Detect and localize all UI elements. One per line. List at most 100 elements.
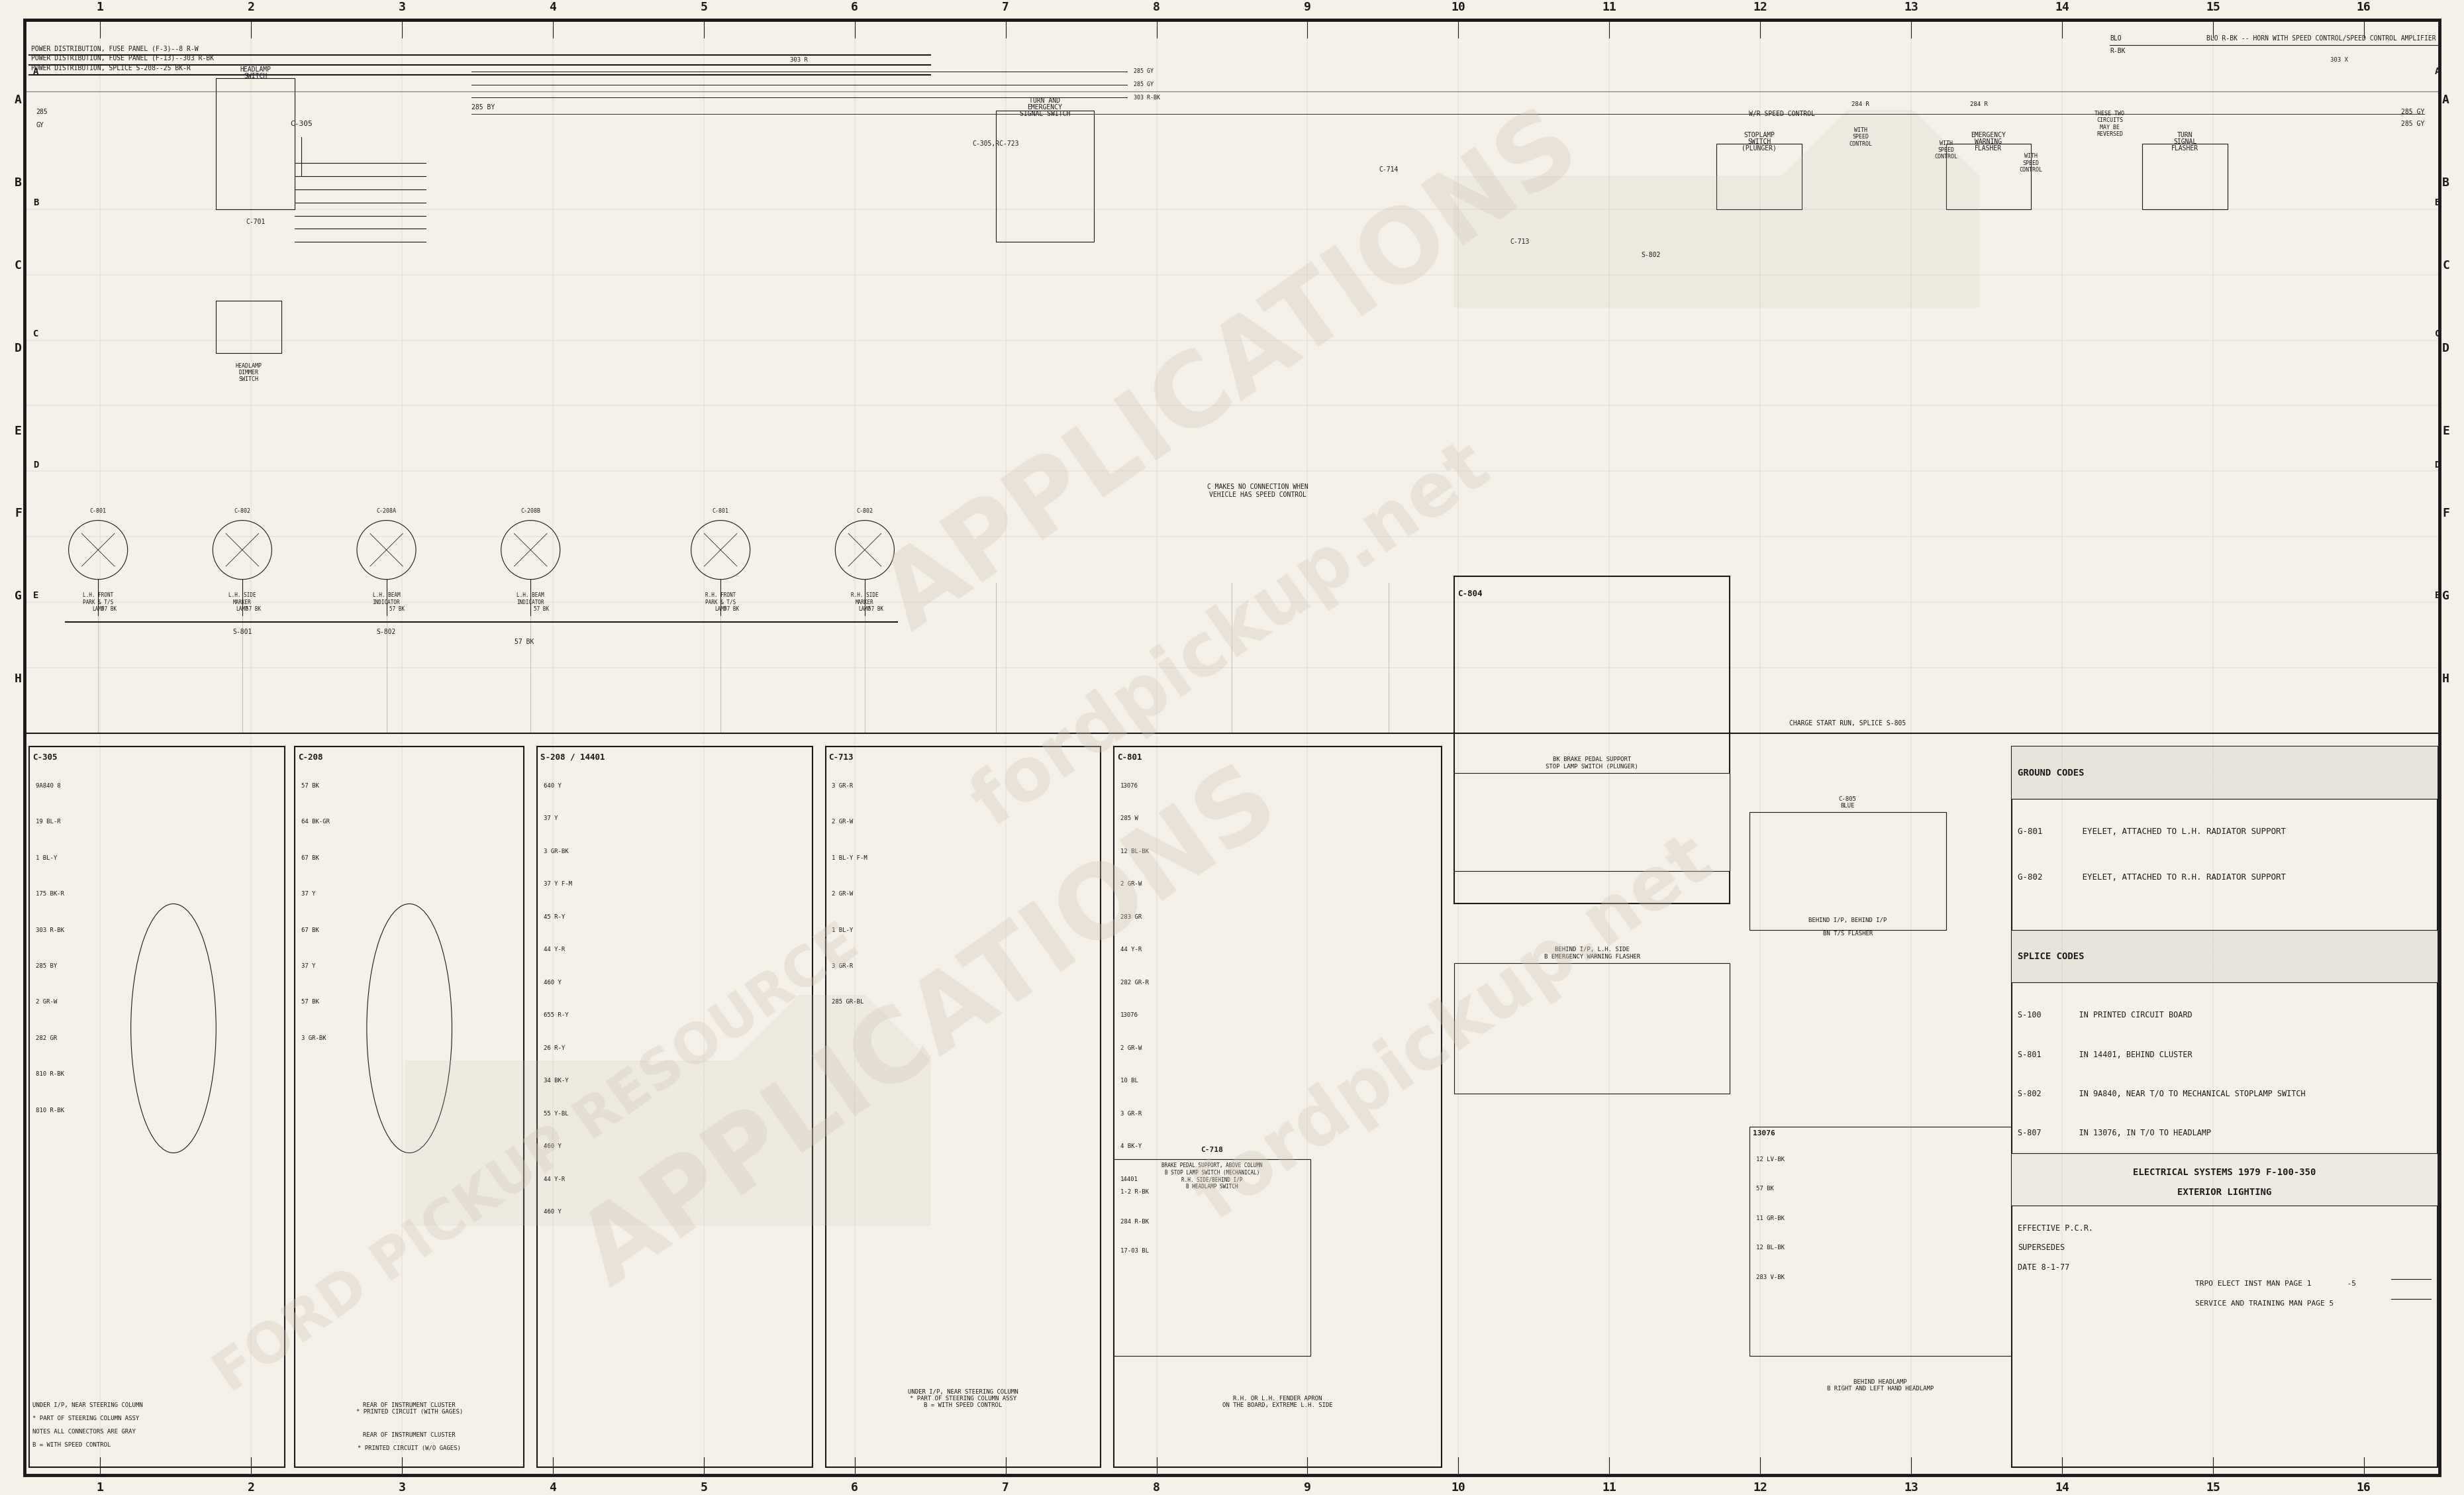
Text: UNDER I/P, NEAR STEERING COLUMN: UNDER I/P, NEAR STEERING COLUMN: [32, 1402, 143, 1408]
Text: 13076: 13076: [1121, 1012, 1138, 1018]
Text: BEHIND I/P, BEHIND I/P: BEHIND I/P, BEHIND I/P: [1809, 918, 1887, 924]
Bar: [1454, 773, 1730, 872]
Text: 285 GY: 285 GY: [2400, 121, 2425, 127]
Text: 8: 8: [1153, 1, 1161, 13]
Text: H: H: [2442, 673, 2449, 685]
Text: 14: 14: [2055, 1482, 2070, 1494]
Bar: [995, 111, 1094, 242]
Text: C-305: C-305: [291, 121, 313, 127]
Text: SIGNAL: SIGNAL: [2173, 138, 2198, 145]
Text: 16: 16: [2356, 1, 2370, 13]
Text: B = WITH SPEED CONTROL: B = WITH SPEED CONTROL: [32, 1441, 111, 1447]
Text: 1 BL-Y: 1 BL-Y: [833, 927, 853, 933]
Text: S-802        IN 9A840, NEAR T/O TO MECHANICAL STOPLAMP SWITCH: S-802 IN 9A840, NEAR T/O TO MECHANICAL S…: [2018, 1090, 2306, 1099]
Bar: [1114, 746, 1441, 1468]
Text: 283 GR: 283 GR: [1121, 913, 1141, 919]
Text: C MAKES NO CONNECTION WHEN
VEHICLE HAS SPEED CONTROL: C MAKES NO CONNECTION WHEN VEHICLE HAS S…: [1207, 484, 1308, 498]
Text: 303 X: 303 X: [2331, 57, 2348, 63]
Text: R.H. OR L.H. FENDER APRON
ON THE BOARD, EXTREME L.H. SIDE: R.H. OR L.H. FENDER APRON ON THE BOARD, …: [1222, 1396, 1333, 1408]
Text: (PLUNGER): (PLUNGER): [1742, 145, 1777, 151]
Bar: [1717, 144, 1801, 209]
Text: GY: GY: [37, 123, 44, 129]
Text: 64 BK-GR: 64 BK-GR: [301, 819, 330, 825]
Text: * PART OF STEERING COLUMN ASSY: * PART OF STEERING COLUMN ASSY: [32, 1416, 140, 1422]
Text: 26 R-Y: 26 R-Y: [545, 1045, 564, 1051]
Text: ELECTRICAL SYSTEMS 1979 F-100-350: ELECTRICAL SYSTEMS 1979 F-100-350: [2134, 1168, 2316, 1177]
Text: C-802: C-802: [857, 508, 872, 514]
Bar: [2011, 746, 2437, 1468]
Text: 57 BK: 57 BK: [301, 999, 318, 1005]
Text: 19 BL-R: 19 BL-R: [37, 819, 62, 825]
Text: WITH
SPEED
CONTROL: WITH SPEED CONTROL: [1934, 141, 1956, 160]
Bar: [2011, 746, 2437, 798]
Text: BEHIND HEADLAMP
B RIGHT AND LEFT HAND HEADLAMP: BEHIND HEADLAMP B RIGHT AND LEFT HAND HE…: [1826, 1378, 1934, 1392]
Text: 7: 7: [1003, 1, 1010, 13]
Text: 13076: 13076: [1752, 1130, 1774, 1136]
Text: FORD PICKUP RESOURCE: FORD PICKUP RESOURCE: [205, 916, 870, 1402]
Circle shape: [690, 520, 749, 580]
Text: 67 BK: 67 BK: [301, 927, 318, 933]
Text: S-802: S-802: [1641, 251, 1661, 259]
Text: 285 BY: 285 BY: [471, 105, 495, 111]
Circle shape: [69, 520, 128, 580]
Text: 1-2 R-BK: 1-2 R-BK: [1121, 1189, 1148, 1195]
Text: 1 BL-Y: 1 BL-Y: [37, 855, 57, 861]
Bar: [2011, 1153, 2437, 1205]
Text: E: E: [2434, 591, 2439, 601]
Text: 2 GR-W: 2 GR-W: [37, 999, 57, 1005]
Text: H: H: [15, 673, 22, 685]
Text: 285: 285: [37, 109, 47, 115]
Text: 4: 4: [549, 1482, 557, 1494]
Text: THESE TWO
CIRCUITS
MAY BE
REVERSED: THESE TWO CIRCUITS MAY BE REVERSED: [2094, 111, 2124, 138]
Text: 12: 12: [1752, 1, 1767, 13]
Text: 2: 2: [246, 1482, 254, 1494]
Text: 14: 14: [2055, 1, 2070, 13]
Text: L.H. FRONT
PARK & T/S
LAMP: L.H. FRONT PARK & T/S LAMP: [84, 592, 113, 613]
Text: L.H. BEAM
INDICATOR: L.H. BEAM INDICATOR: [372, 592, 399, 605]
Text: 17-03 BL: 17-03 BL: [1121, 1248, 1148, 1254]
Text: 285 GY: 285 GY: [2400, 109, 2425, 115]
Text: 3 GR-R: 3 GR-R: [833, 783, 853, 789]
Text: 4 BK-Y: 4 BK-Y: [1121, 1144, 1141, 1150]
Text: C-305,RC-723: C-305,RC-723: [973, 141, 1020, 147]
Ellipse shape: [131, 904, 217, 1153]
Text: 55 Y-BL: 55 Y-BL: [545, 1111, 569, 1117]
Circle shape: [835, 520, 894, 580]
Text: BEHIND I/P, L.H. SIDE
B EMERGENCY WARNING FLASHER: BEHIND I/P, L.H. SIDE B EMERGENCY WARNIN…: [1545, 946, 1641, 960]
Text: 10: 10: [1451, 1482, 1466, 1494]
Text: 1: 1: [96, 1, 103, 13]
Text: TURN AND: TURN AND: [1030, 97, 1060, 105]
Text: 303 R-BK: 303 R-BK: [37, 927, 64, 933]
Text: EFFECTIVE P.C.R.: EFFECTIVE P.C.R.: [2018, 1224, 2094, 1232]
Text: HEADLAMP: HEADLAMP: [239, 66, 271, 73]
Text: 57 BK: 57 BK: [246, 605, 261, 611]
Text: BK BRAKE PEDAL SUPPORT
STOP LAMP SWITCH (PLUNGER): BK BRAKE PEDAL SUPPORT STOP LAMP SWITCH …: [1545, 756, 1639, 770]
Text: 303 R-BK: 303 R-BK: [1133, 94, 1161, 100]
Bar: [1454, 577, 1730, 904]
Text: 285 W: 285 W: [1121, 816, 1138, 822]
Text: BRAKE PEDAL SUPPORT, ABOVE COLUMN
B STOP LAMP SWITCH (MECHANICAL)
R.H. SIDE/BEHI: BRAKE PEDAL SUPPORT, ABOVE COLUMN B STOP…: [1161, 1163, 1262, 1190]
Text: NOTES ALL CONNECTORS ARE GRAY: NOTES ALL CONNECTORS ARE GRAY: [32, 1429, 136, 1435]
Text: B: B: [32, 197, 39, 208]
Text: S-208 / 14401: S-208 / 14401: [540, 753, 606, 761]
Text: 67 BK: 67 BK: [301, 855, 318, 861]
Text: WITH
SPEED
CONTROL: WITH SPEED CONTROL: [2020, 154, 2043, 173]
Text: 3 GR-BK: 3 GR-BK: [545, 848, 569, 854]
Text: 3 GR-R: 3 GR-R: [833, 963, 853, 969]
Text: 283 V-BK: 283 V-BK: [1757, 1274, 1784, 1280]
Text: R.H. FRONT
PARK & T/S
LAMP: R.H. FRONT PARK & T/S LAMP: [705, 592, 737, 613]
Text: 3: 3: [399, 1482, 407, 1494]
Text: A: A: [15, 94, 22, 106]
Text: L.H. BEAM
INDICATOR: L.H. BEAM INDICATOR: [517, 592, 545, 605]
Text: 3: 3: [399, 1, 407, 13]
Text: C: C: [2434, 329, 2439, 338]
Text: C-701: C-701: [246, 218, 266, 226]
Text: 460 Y: 460 Y: [545, 1144, 562, 1150]
Circle shape: [357, 520, 416, 580]
Polygon shape: [1454, 111, 1979, 308]
Text: 57 BK: 57 BK: [535, 605, 549, 611]
Text: 2: 2: [246, 1, 254, 13]
Text: POWER DISTRIBUTION, FUSE PANEL (F-3)--8 R-W: POWER DISTRIBUTION, FUSE PANEL (F-3)--8 …: [32, 45, 200, 52]
Text: S-802: S-802: [377, 628, 397, 635]
Text: 4: 4: [549, 1, 557, 13]
